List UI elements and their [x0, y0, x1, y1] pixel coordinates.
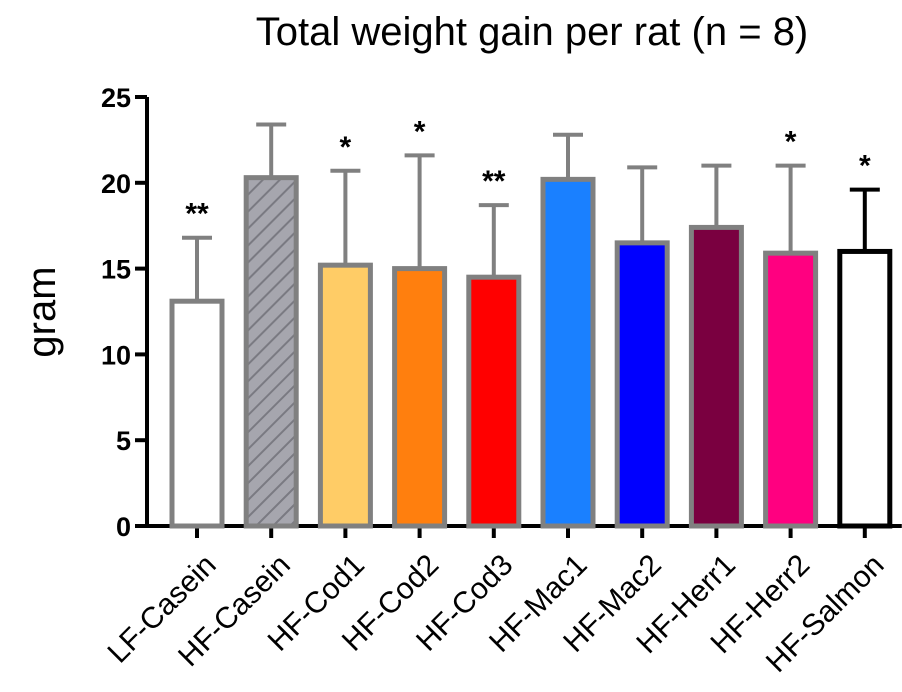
bar-hf-cod3 — [466, 274, 522, 529]
significance-label: * — [414, 115, 426, 148]
bar-hf-mac2 — [614, 240, 670, 529]
bars: *** ***** — [169, 115, 893, 529]
y-tick-label: 20 — [101, 169, 131, 199]
bar-hf-casein — [243, 175, 299, 529]
y-tick-label: 25 — [101, 83, 131, 113]
bar-lf-casein — [169, 298, 225, 529]
chart-title: Total weight gain per rat (n = 8) — [256, 10, 809, 54]
bar-hf-herr1 — [688, 224, 744, 529]
significance-label: * — [859, 150, 871, 183]
bar-hf-cod2 — [392, 266, 448, 529]
y-tick-label: 0 — [116, 512, 131, 542]
y-tick-label: 5 — [116, 426, 131, 456]
bar-hf-mac1 — [540, 176, 596, 529]
bar-hf-salmon — [837, 248, 893, 529]
bar-hf-cod1 — [317, 262, 373, 529]
significance-label: * — [785, 126, 797, 159]
bar-hf-herr2 — [763, 250, 819, 529]
x-tick-labels: LF-CaseinHF-CaseinHF-Cod1HF-Cod2HF-Cod3H… — [101, 548, 890, 679]
y-tick-label: 10 — [101, 340, 131, 370]
significance-label: ** — [185, 198, 209, 231]
y-tick-label: 15 — [101, 255, 131, 285]
y-axis-label: gram — [20, 266, 64, 357]
significance-label: ** — [482, 165, 506, 198]
significance-label: * — [340, 131, 352, 164]
